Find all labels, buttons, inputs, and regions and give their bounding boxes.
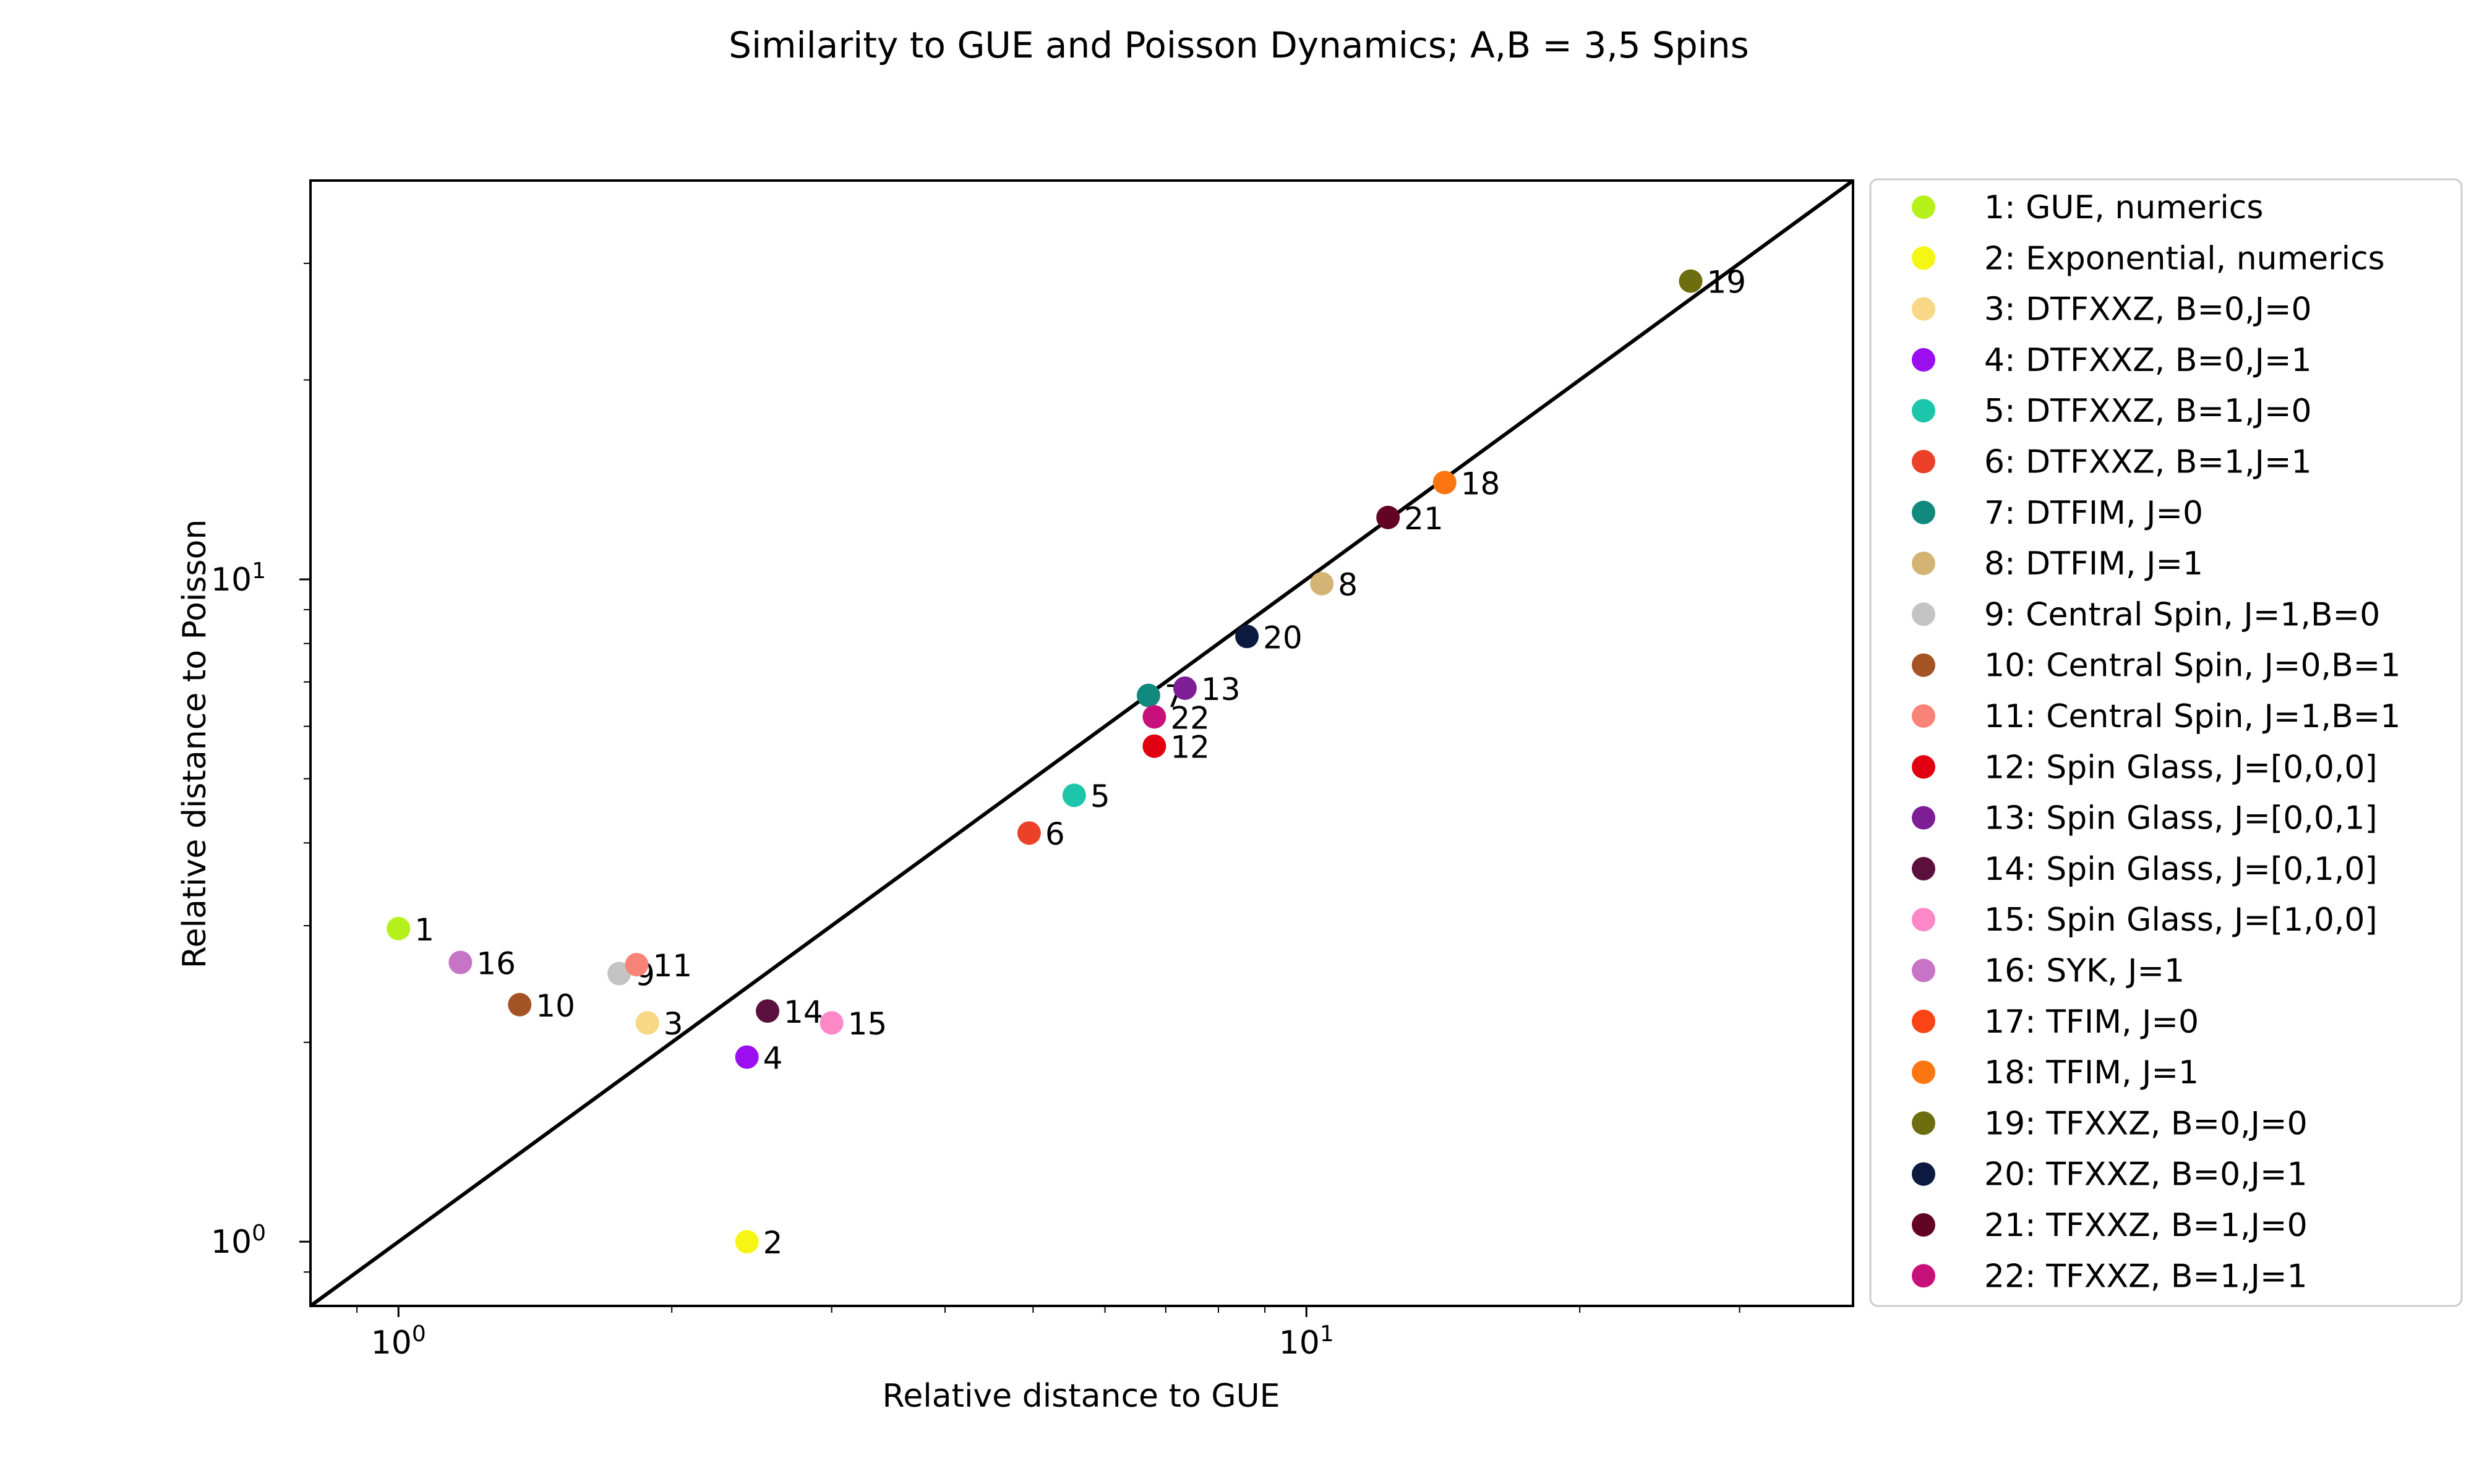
legend-marker-9 <box>1912 602 1935 626</box>
point-label-18: 18 <box>1461 466 1500 501</box>
data-point-11 <box>625 953 649 977</box>
point-label-4: 4 <box>763 1041 783 1077</box>
data-point-6 <box>1017 821 1041 845</box>
legend-marker-12 <box>1912 755 1935 779</box>
x-tick-label: 101 <box>1279 1321 1334 1362</box>
legend-label-17: 17: TFIM, J=0 <box>1984 1004 2199 1041</box>
legend-marker-22 <box>1912 1264 1935 1288</box>
chart-title: Similarity to GUE and Poisson Dynamics; … <box>729 24 1749 66</box>
legend-marker-3 <box>1912 297 1935 321</box>
point-label-6: 6 <box>1045 816 1065 852</box>
point-label-8: 8 <box>1338 567 1358 603</box>
point-label-11: 11 <box>653 948 693 984</box>
legend-label-13: 13: Spin Glass, J=[0,0,1] <box>1984 800 2378 837</box>
legend-label-8: 8: DTFIM, J=1 <box>1984 545 2203 582</box>
legend-marker-1 <box>1912 195 1935 219</box>
data-point-10 <box>508 992 532 1017</box>
point-label-16: 16 <box>476 946 516 982</box>
legend-marker-2 <box>1912 246 1935 270</box>
data-point-13 <box>1173 676 1197 700</box>
data-point-16 <box>448 950 473 974</box>
data-point-3 <box>635 1011 659 1035</box>
legend-label-21: 21: TFXXZ, B=1,J=0 <box>1984 1207 2308 1244</box>
point-label-5: 5 <box>1090 778 1110 814</box>
point-label-19: 19 <box>1707 265 1747 301</box>
legend-marker-7 <box>1912 500 1935 524</box>
data-point-5 <box>1062 783 1086 808</box>
data-point-15 <box>820 1011 844 1035</box>
point-label-3: 3 <box>664 1006 683 1042</box>
y-tick-label: 100 <box>211 1221 266 1261</box>
point-label-10: 10 <box>536 988 575 1024</box>
point-label-12: 12 <box>1170 730 1210 765</box>
legend: 1: GUE, numerics 2: Exponential, numerics… <box>1869 178 2463 1307</box>
point-label-15: 15 <box>848 1006 888 1042</box>
data-point-14 <box>756 999 780 1023</box>
legend-label-18: 18: TFIM, J=1 <box>1984 1054 2199 1091</box>
data-point-18 <box>1432 471 1457 495</box>
y-axis-label: Relative distance to Poisson <box>176 519 213 969</box>
data-point-9 <box>607 962 631 986</box>
reference-line-y-equals-x <box>309 179 1854 1308</box>
legend-label-4: 4: DTFXXZ, B=0,J=1 <box>1984 342 2312 379</box>
data-point-12 <box>1142 734 1166 758</box>
legend-marker-20 <box>1912 1162 1935 1186</box>
data-point-19 <box>1679 269 1703 293</box>
data-point-1 <box>387 916 411 940</box>
y-tick-label: 101 <box>211 558 266 599</box>
legend-marker-5 <box>1912 399 1935 423</box>
legend-label-10: 10: Central Spin, J=0,B=1 <box>1984 647 2400 684</box>
legend-label-22: 22: TFXXZ, B=1,J=1 <box>1984 1258 2308 1295</box>
data-point-8 <box>1310 571 1334 595</box>
legend-label-7: 7: DTFIM, J=0 <box>1984 495 2203 532</box>
legend-marker-8 <box>1912 552 1935 576</box>
point-label-22: 22 <box>1170 700 1210 736</box>
point-label-14: 14 <box>784 994 823 1030</box>
legend-label-12: 12: Spin Glass, J=[0,0,0] <box>1984 749 2378 786</box>
point-label-20: 20 <box>1263 620 1303 655</box>
data-point-21 <box>1376 505 1400 529</box>
legend-label-14: 14: Spin Glass, J=[0,1,0] <box>1984 851 2378 888</box>
data-point-2 <box>735 1230 759 1254</box>
legend-label-11: 11: Central Spin, J=1,B=1 <box>1984 698 2400 735</box>
legend-marker-11 <box>1912 704 1935 728</box>
legend-marker-15 <box>1912 908 1935 932</box>
legend-marker-21 <box>1912 1213 1935 1237</box>
legend-marker-6 <box>1912 450 1935 474</box>
x-tick-label: 100 <box>371 1321 426 1362</box>
data-point-7 <box>1136 683 1160 707</box>
reference-line-layer <box>309 179 1854 1308</box>
x-axis-label: Relative distance to GUE <box>882 1378 1280 1415</box>
legend-label-15: 15: Spin Glass, J=[1,0,0] <box>1984 902 2378 939</box>
legend-marker-18 <box>1912 1060 1935 1085</box>
legend-label-5: 5: DTFXXZ, B=1,J=0 <box>1984 393 2312 430</box>
legend-marker-19 <box>1912 1111 1935 1135</box>
data-point-20 <box>1235 625 1259 649</box>
legend-frame <box>1869 178 2463 1307</box>
legend-label-2: 2: Exponential, numerics <box>1984 240 2385 277</box>
legend-label-6: 6: DTFXXZ, B=1,J=1 <box>1984 444 2312 481</box>
point-label-1: 1 <box>414 912 434 948</box>
legend-label-3: 3: DTFXXZ, B=0,J=0 <box>1984 291 2312 328</box>
point-label-13: 13 <box>1201 672 1241 707</box>
data-point-4 <box>735 1045 759 1069</box>
legend-label-9: 9: Central Spin, J=1,B=0 <box>1984 596 2380 633</box>
legend-label-1: 1: GUE, numerics <box>1984 189 2263 226</box>
legend-marker-17 <box>1912 1009 1935 1033</box>
legend-label-20: 20: TFXXZ, B=0,J=1 <box>1984 1156 2308 1193</box>
legend-label-19: 19: TFXXZ, B=0,J=0 <box>1984 1105 2308 1142</box>
legend-marker-16 <box>1912 958 1935 983</box>
legend-marker-13 <box>1912 806 1935 830</box>
legend-marker-4 <box>1912 348 1935 372</box>
point-label-2: 2 <box>763 1225 783 1261</box>
data-point-22 <box>1142 705 1166 729</box>
legend-label-16: 16: SYK, J=1 <box>1984 953 2185 990</box>
legend-marker-10 <box>1912 653 1935 677</box>
legend-marker-14 <box>1912 856 1935 881</box>
point-label-21: 21 <box>1404 501 1444 537</box>
